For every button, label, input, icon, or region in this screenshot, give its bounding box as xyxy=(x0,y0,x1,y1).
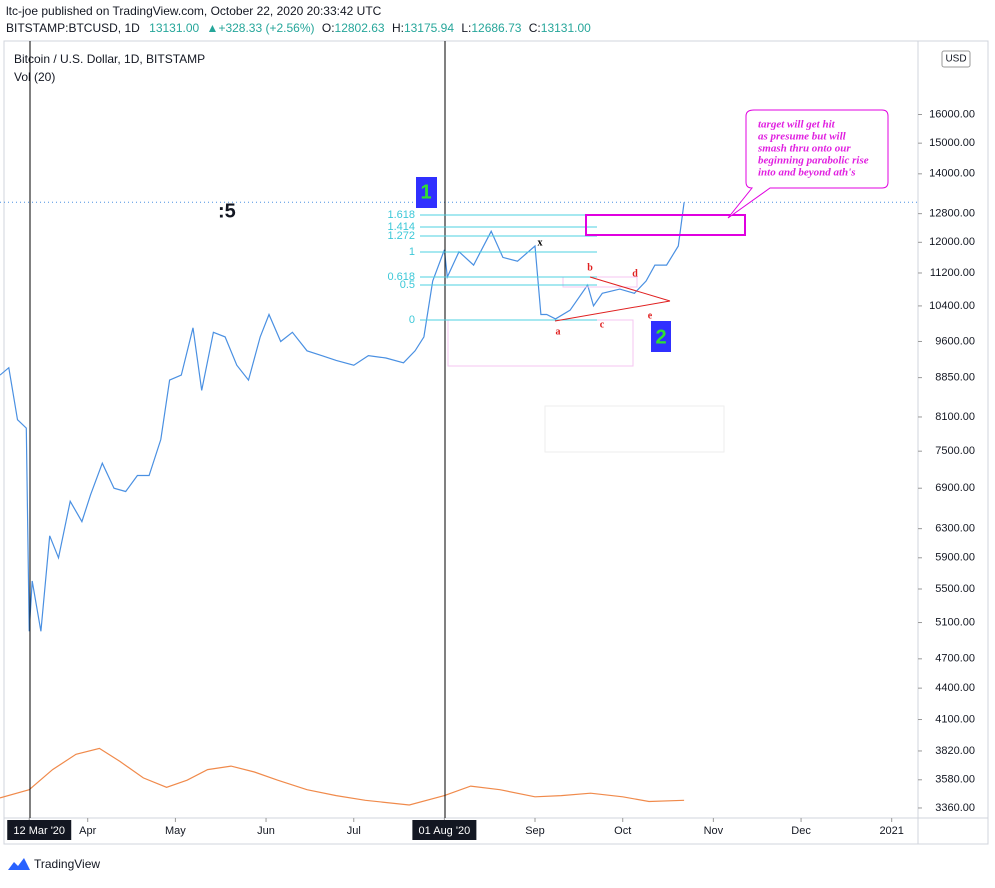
wave-box xyxy=(651,321,671,352)
callout-text: smash thru onto our xyxy=(757,143,851,155)
y-tick-label: 5500.00 xyxy=(935,583,975,595)
x-tick-label: 01 Aug '20 xyxy=(419,825,471,837)
callout-text: into and beyond ath's xyxy=(758,167,856,179)
marks xyxy=(0,201,918,806)
triangle-line xyxy=(589,276,671,302)
y-tick-label: 8850.00 xyxy=(935,372,975,384)
fib-label: 0 xyxy=(409,314,415,326)
y-tick-label: 5100.00 xyxy=(935,616,975,628)
y-tick-label: 7500.00 xyxy=(935,445,975,457)
x-tick-label: May xyxy=(165,825,186,837)
x-tick-label: Sep xyxy=(525,825,545,837)
wave-letter: c xyxy=(600,319,605,330)
currency: USD xyxy=(945,54,966,65)
legend-volume: Vol (20) xyxy=(14,70,55,84)
price-line xyxy=(0,202,685,632)
x-tick-highlight xyxy=(412,820,477,840)
callout-text: as presume but will xyxy=(758,131,847,143)
zone xyxy=(562,276,638,288)
fib-label: 0.5 xyxy=(400,279,415,291)
y-tick-label: 4100.00 xyxy=(935,713,975,725)
target-box xyxy=(585,214,746,236)
x-tick-label: Oct xyxy=(614,825,631,837)
volume-ma-line xyxy=(0,747,685,806)
y-tick-label: 3820.00 xyxy=(935,745,975,757)
wave-letter: a xyxy=(556,326,561,337)
y-tick-label: 4400.00 xyxy=(935,682,975,694)
callout-text: beginning parabolic rise xyxy=(758,155,869,167)
fib-label: 1.414 xyxy=(387,221,415,233)
y-tick-label: 6900.00 xyxy=(935,482,975,494)
y-tick-label: 9600.00 xyxy=(935,335,975,347)
y-tick-label: 5900.00 xyxy=(935,552,975,564)
x-tick-label: 12 Mar '20 xyxy=(13,825,65,837)
wave-letter: x xyxy=(538,237,543,248)
triangle-line xyxy=(554,300,671,322)
wave-letter: b xyxy=(587,262,593,273)
y-tick-label: 16000.00 xyxy=(929,108,975,120)
x-tick-label: Apr xyxy=(79,825,96,837)
zone xyxy=(447,319,634,367)
fib-label: 1 xyxy=(409,246,415,258)
y-tick-label: 3360.00 xyxy=(935,802,975,814)
y-tick-label: 6300.00 xyxy=(935,523,975,535)
zone xyxy=(544,405,725,453)
logo xyxy=(8,858,30,870)
fib-label: 1.272 xyxy=(387,230,415,242)
y-tick-label: 3580.00 xyxy=(935,774,975,786)
x-tick-highlight xyxy=(7,820,72,840)
x-tick-label: Dec xyxy=(791,825,811,837)
fib-label: 1.618 xyxy=(387,209,415,221)
y-tick-label: 8100.00 xyxy=(935,411,975,423)
x-tick-label: Nov xyxy=(704,825,724,837)
legend-instrument: Bitcoin / U.S. Dollar, 1D, BITSTAMP xyxy=(14,52,205,66)
currency-box[interactable] xyxy=(941,50,971,68)
x-tick-label: Jul xyxy=(347,825,361,837)
y-tick-label: 10400.00 xyxy=(929,300,975,312)
x-tick-label: 2021 xyxy=(879,825,903,837)
y-tick-label: 11200.00 xyxy=(930,267,975,279)
wave-box xyxy=(416,177,437,208)
callout xyxy=(727,109,889,219)
y-tick-label: 15000.00 xyxy=(929,137,975,149)
y-tick-label: 4700.00 xyxy=(935,653,975,665)
y-tick-label: 12800.00 xyxy=(929,208,975,220)
frame xyxy=(3,40,989,845)
wave-label: 2 xyxy=(655,326,666,348)
quote-line: BITSTAMP:BTCUSD, 1D 13131.00 ▲+328.33 (+… xyxy=(6,21,591,35)
fib-label: 0.618 xyxy=(387,271,415,283)
wave-letter: d xyxy=(632,268,638,279)
fib-lines xyxy=(420,214,597,321)
wave-label: 1 xyxy=(420,181,431,203)
x-tick-label: Jun xyxy=(257,825,275,837)
footer: TradingView xyxy=(34,857,100,871)
y-tick-label: 12000.00 xyxy=(929,236,975,248)
publisher: ltc-joe published on TradingView.com, Oc… xyxy=(6,4,382,18)
y-tick-label: 14000.00 xyxy=(929,168,975,180)
wave-letter: e xyxy=(648,310,653,321)
callout-text: target will get hit xyxy=(758,119,836,131)
count-label: :5 xyxy=(218,200,236,222)
